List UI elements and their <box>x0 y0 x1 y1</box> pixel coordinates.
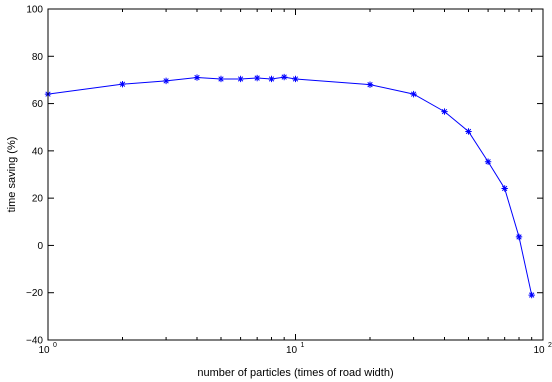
y-tick-label: 40 <box>32 146 44 157</box>
data-point-marker <box>292 76 298 82</box>
data-point-marker <box>237 76 243 82</box>
y-tick-label: 60 <box>32 99 44 110</box>
plot-content <box>45 74 535 298</box>
x-axis-label: number of particles (times of road width… <box>197 367 393 379</box>
y-axis-label: time saving (%) <box>6 137 18 213</box>
data-point-marker <box>254 75 260 81</box>
y-tick-label: 80 <box>32 52 44 63</box>
data-point-marker <box>465 128 471 134</box>
data-point-marker <box>119 81 125 87</box>
data-point-marker <box>441 108 447 114</box>
data-point-marker <box>218 76 224 82</box>
data-point-marker <box>367 81 373 87</box>
x-tick-exponent: 1 <box>301 342 305 349</box>
y-tick-label: 100 <box>26 5 43 16</box>
x-tick-label: 10 <box>533 345 545 356</box>
data-point-marker <box>528 292 534 298</box>
data-point-marker <box>268 76 274 82</box>
y-tick-label: −20 <box>26 288 43 299</box>
data-point-marker <box>163 78 169 84</box>
data-point-marker <box>485 159 491 165</box>
data-point-marker <box>501 185 507 191</box>
series-line <box>48 77 532 295</box>
data-point-marker <box>410 91 416 97</box>
x-tick-exponent: 2 <box>548 342 552 349</box>
x-tick-label: 10 <box>38 345 50 356</box>
data-point-marker <box>516 234 522 240</box>
y-tick-label: −40 <box>26 336 43 347</box>
data-point-marker <box>281 74 287 80</box>
y-axis-ticks: −40 −20 0 20 40 60 80 100 <box>26 5 543 347</box>
x-axis-ticks: 10 0 10 1 10 2 <box>38 9 552 356</box>
x-tick-label: 10 <box>286 345 298 356</box>
y-tick-label: 20 <box>32 194 44 205</box>
x-tick-exponent: 0 <box>53 342 57 349</box>
y-tick-label: 0 <box>37 241 43 252</box>
data-point-marker <box>194 74 200 80</box>
plot-frame <box>48 9 543 340</box>
